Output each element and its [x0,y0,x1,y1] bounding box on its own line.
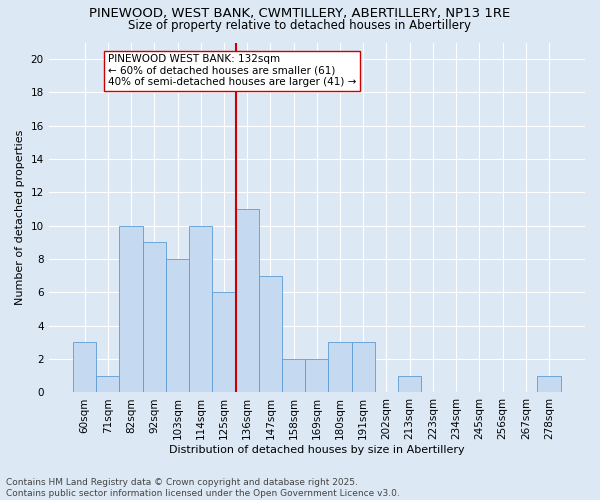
Bar [352,342,375,392]
Text: PINEWOOD, WEST BANK, CWMTILLERY, ABERTILLERY, NP13 1RE: PINEWOOD, WEST BANK, CWMTILLERY, ABERTIL… [89,8,511,20]
Bar [259,276,282,392]
Bar [328,342,352,392]
Text: Contains HM Land Registry data © Crown copyright and database right 2025.
Contai: Contains HM Land Registry data © Crown c… [6,478,400,498]
Bar [305,359,328,392]
Y-axis label: Number of detached properties: Number of detached properties [15,130,25,305]
X-axis label: Distribution of detached houses by size in Abertillery: Distribution of detached houses by size … [169,445,464,455]
Bar [73,342,96,392]
Bar [119,226,143,392]
Text: PINEWOOD WEST BANK: 132sqm
← 60% of detached houses are smaller (61)
40% of semi: PINEWOOD WEST BANK: 132sqm ← 60% of deta… [108,54,356,88]
Bar [538,376,560,392]
Bar [236,209,259,392]
Text: Size of property relative to detached houses in Abertillery: Size of property relative to detached ho… [128,19,472,32]
Bar [143,242,166,392]
Bar [398,376,421,392]
Bar [189,226,212,392]
Bar [166,259,189,392]
Bar [96,376,119,392]
Bar [282,359,305,392]
Bar [212,292,236,392]
